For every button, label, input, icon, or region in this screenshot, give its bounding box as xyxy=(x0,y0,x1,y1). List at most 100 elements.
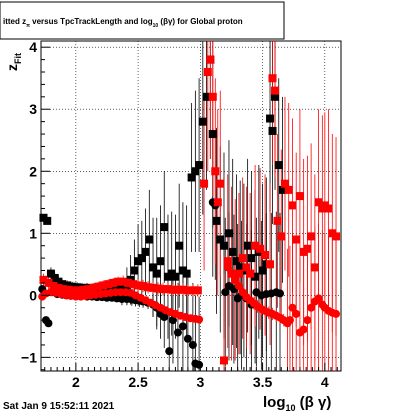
data-point-square xyxy=(278,185,287,194)
data-point-square xyxy=(99,281,108,290)
data-point-circle xyxy=(234,282,243,291)
data-point-circle xyxy=(231,275,240,284)
data-point-square xyxy=(303,244,312,253)
data-point-circle xyxy=(188,340,197,349)
data-point-square xyxy=(273,216,282,225)
data-point-circle xyxy=(221,288,230,297)
chart-title: itted zπ versus TpcTrackLength and log10… xyxy=(3,17,243,29)
y-tick-label: 3 xyxy=(29,101,37,117)
data-point-square xyxy=(216,235,225,244)
tick-label-layer: 2 2.5 3 3.5 4 −1 0 1 2 3 4 xyxy=(21,39,329,390)
data-point-square xyxy=(64,285,73,294)
data-point-square xyxy=(149,263,158,272)
data-point-square xyxy=(261,251,270,260)
data-point-square xyxy=(310,263,319,272)
data-point-circle xyxy=(288,303,297,312)
data-point-square xyxy=(219,241,228,250)
data-point-square xyxy=(271,92,280,101)
data-point-square xyxy=(288,201,297,210)
data-point-square xyxy=(277,232,286,241)
data-point-circle xyxy=(173,328,182,337)
data-point-square xyxy=(160,223,169,232)
data-point-square xyxy=(206,55,215,64)
data-point-square xyxy=(44,278,53,287)
data-point-square xyxy=(158,285,167,294)
data-point-square xyxy=(183,286,192,295)
data-point-circle xyxy=(168,316,177,325)
data-point-square xyxy=(243,241,252,250)
data-point-square xyxy=(219,356,228,365)
data-point-square xyxy=(195,161,204,170)
data-point-square xyxy=(232,257,241,266)
data-point-square xyxy=(213,198,222,207)
data-point-square xyxy=(191,167,200,176)
data-point-square xyxy=(307,232,316,241)
data-point-square xyxy=(129,280,138,289)
data-point-circle xyxy=(195,360,204,369)
data-point-square xyxy=(69,286,78,295)
data-point-square xyxy=(182,269,191,278)
y-axis-sub: Fit xyxy=(13,53,23,64)
data-point-square xyxy=(130,266,139,275)
data-point-square xyxy=(332,232,341,241)
data-point-square xyxy=(238,254,247,263)
data-point-square xyxy=(266,260,275,269)
data-point-circle xyxy=(178,322,187,331)
data-point-square xyxy=(314,198,323,207)
data-point-square xyxy=(152,269,161,278)
data-point-square xyxy=(168,285,177,294)
y-tick-label: 2 xyxy=(29,163,37,179)
data-point-square xyxy=(154,284,163,293)
data-point-circle xyxy=(276,289,285,298)
data-point-circle xyxy=(160,313,169,322)
data-point-square xyxy=(251,241,260,250)
data-point-circle xyxy=(292,309,301,318)
data-point-square xyxy=(251,272,260,281)
data-point-square xyxy=(203,68,212,77)
title-box: itted zπ versus TpcTrackLength and log10… xyxy=(0,1,285,40)
data-point-square xyxy=(104,280,113,289)
title-part-pre: itted z xyxy=(3,17,26,26)
data-point-square xyxy=(247,254,256,263)
x-tick-label: 4 xyxy=(321,374,329,390)
x-axis-title: log10 (β γ) xyxy=(263,394,331,413)
data-point-square xyxy=(188,286,197,295)
data-point-circle xyxy=(195,315,204,324)
data-point-square xyxy=(295,192,304,201)
data-point-circle xyxy=(223,263,232,272)
data-point-square xyxy=(49,282,58,291)
data-point-square xyxy=(202,92,211,101)
data-point-square xyxy=(54,283,63,292)
svg-text:zFit: zFit xyxy=(4,53,23,71)
title-sub-pi: π xyxy=(26,23,30,29)
data-point-square xyxy=(144,283,153,292)
data-point-circle xyxy=(299,325,308,334)
y-tick-label: 4 xyxy=(29,39,37,55)
title-part-mid: versus TpcTrackLength and log xyxy=(30,17,153,26)
data-point-square xyxy=(84,285,93,294)
x-axis-sub: 10 xyxy=(286,403,296,413)
data-point-square xyxy=(134,281,143,290)
x-axis-tail: (β γ) xyxy=(296,394,332,411)
y-axis-main: z xyxy=(4,64,20,71)
data-point-square xyxy=(94,282,103,291)
data-point-square xyxy=(59,285,68,294)
data-point-square xyxy=(216,179,225,188)
data-point-square xyxy=(114,277,123,286)
y-axis-title: zFit xyxy=(4,53,23,71)
data-point-square xyxy=(89,283,98,292)
x-axis-main: log xyxy=(263,394,286,411)
data-point-square xyxy=(43,216,52,225)
data-point-square xyxy=(280,179,289,188)
data-point-square xyxy=(271,86,280,95)
data-point-circle xyxy=(314,294,323,303)
data-point-circle xyxy=(307,303,316,312)
data-point-square xyxy=(256,244,265,253)
data-point-square xyxy=(292,235,301,244)
data-point-square xyxy=(224,229,233,238)
data-point-square xyxy=(228,247,237,256)
data-point-square xyxy=(198,117,207,126)
title-sub-10: 10 xyxy=(153,23,159,29)
title-part-post: (βγ) for Global proton xyxy=(158,17,243,26)
